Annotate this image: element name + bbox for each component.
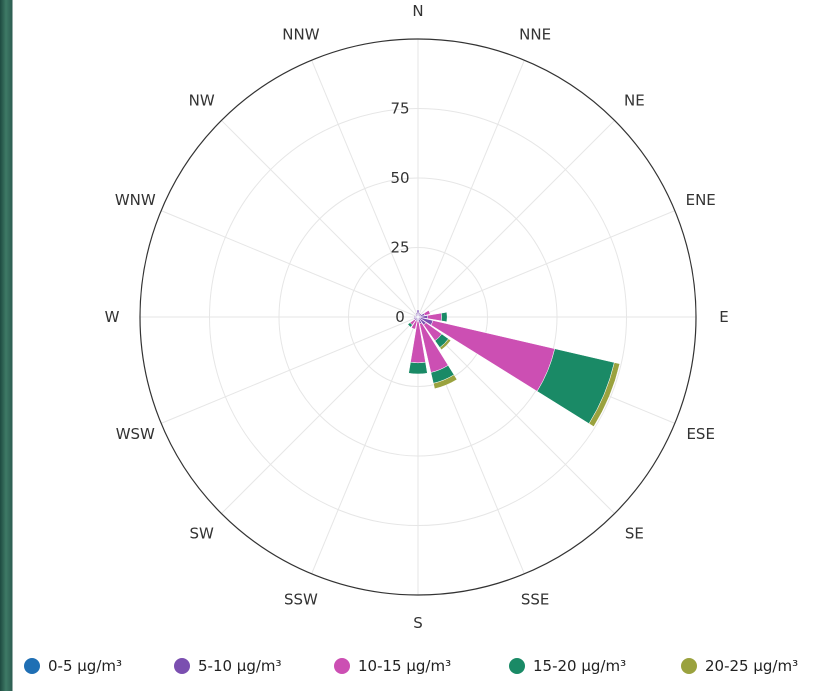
direction-label-e: E xyxy=(719,308,728,326)
direction-label-sse: SSE xyxy=(521,591,550,609)
legend-item-0[interactable]: 0-5 µg/m³ xyxy=(24,657,122,675)
grid-spoke-se xyxy=(417,316,615,514)
bar-ene-series-2[interactable] xyxy=(423,310,431,316)
bar-ne-series-1[interactable] xyxy=(418,313,422,317)
legend: 0-5 µg/m³ 5-10 µg/m³ 10-15 µg/m³ 15-20 µg/m… xyxy=(24,657,798,675)
legend-marker xyxy=(681,658,697,674)
legend-item-2[interactable]: 10-15 µg/m³ xyxy=(334,657,451,675)
grid-spoke-wnw xyxy=(160,210,419,318)
grid-spoke-wsw xyxy=(160,316,419,424)
direction-label-ese: ESE xyxy=(686,425,714,443)
bar-ssw-series-2[interactable] xyxy=(411,320,418,330)
direction-label-ssw: SSW xyxy=(284,591,318,609)
legend-item-4[interactable]: 20-25 µg/m³ xyxy=(681,657,798,675)
direction-label-s: S xyxy=(413,614,423,632)
bar-e-series-3[interactable] xyxy=(441,311,448,323)
legend-marker xyxy=(334,658,350,674)
direction-label-nw: NW xyxy=(189,92,215,110)
direction-label-nne: NNE xyxy=(519,25,551,43)
grid-spoke-nne xyxy=(417,59,525,318)
legend-marker xyxy=(174,658,190,674)
radial-tick-50: 50 xyxy=(390,169,409,187)
direction-label-nnw: NNW xyxy=(282,25,319,43)
grid-spoke-nnw xyxy=(311,59,419,318)
legend-label: 20-25 µg/m³ xyxy=(705,657,798,675)
direction-label-wnw: WNW xyxy=(115,191,156,209)
legend-item-3[interactable]: 15-20 µg/m³ xyxy=(509,657,626,675)
legend-item-1[interactable]: 5-10 µg/m³ xyxy=(174,657,282,675)
direction-label-ne: NE xyxy=(624,92,645,110)
outer-ring xyxy=(139,38,697,596)
legend-marker xyxy=(24,658,40,674)
direction-label-w: W xyxy=(105,308,120,326)
bar-ese-series-4[interactable] xyxy=(588,362,621,427)
legend-label: 5-10 µg/m³ xyxy=(198,657,282,675)
axis-labels: N NNE NE ENE E ESE SE SSE S SSW SW WSW W WNW NW NNW 0 25 5… xyxy=(105,2,729,632)
bar-sse-series-4[interactable] xyxy=(433,374,458,390)
direction-label-wsw: WSW xyxy=(116,425,155,443)
legend-label: 10-15 µg/m³ xyxy=(358,657,451,675)
grid-spoke-ene xyxy=(417,210,676,318)
grid-spoke-ne xyxy=(417,120,615,318)
bar-se-series-4[interactable] xyxy=(439,338,452,351)
legend-marker xyxy=(509,658,525,674)
direction-label-se: SE xyxy=(625,524,644,542)
direction-label-n: N xyxy=(412,2,423,20)
chart-panel xyxy=(13,0,834,691)
direction-label-sw: SW xyxy=(189,524,214,542)
radial-tick-0: 0 xyxy=(395,308,405,326)
bar-sw-series-3[interactable] xyxy=(407,322,413,328)
radial-tick-25: 25 xyxy=(390,239,409,257)
bar-nnw-series-1[interactable] xyxy=(415,312,418,317)
grid-spoke-sw xyxy=(221,316,419,514)
legend-label: 0-5 µg/m³ xyxy=(48,657,122,675)
grid-spoke-ssw xyxy=(311,316,419,575)
bar-nne-series-1[interactable] xyxy=(418,312,421,317)
bar-s-series-3[interactable] xyxy=(408,361,428,375)
radial-tick-75: 75 xyxy=(390,100,409,118)
direction-label-ene: ENE xyxy=(686,191,716,209)
grid-spoke-nw xyxy=(221,120,419,318)
legend-label: 15-20 µg/m³ xyxy=(533,657,626,675)
series-bars xyxy=(407,309,621,427)
